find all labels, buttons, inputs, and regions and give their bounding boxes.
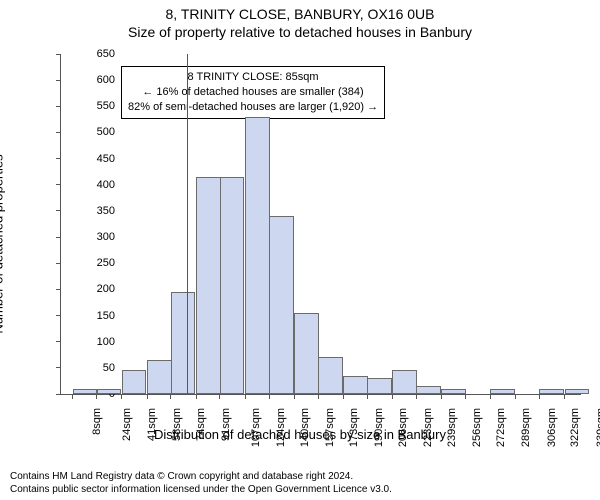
annotation-line1: 8 TRINITY CLOSE: 85sqm: [128, 70, 378, 85]
histogram-bar: [97, 389, 122, 394]
histogram-bar: [294, 313, 319, 394]
page-title-line2: Size of property relative to detached ho…: [0, 24, 600, 40]
x-tick: [269, 394, 270, 399]
y-tick-label: 650: [45, 48, 115, 60]
x-tick: [96, 394, 97, 399]
annotation-line3: 82% of semi-detached houses are larger (…: [128, 100, 378, 115]
y-tick-label: 300: [45, 231, 115, 243]
x-tick: [343, 394, 344, 399]
histogram-bar: [367, 378, 392, 394]
y-tick-label: 50: [45, 362, 115, 374]
y-tick-label: 150: [45, 310, 115, 322]
y-tick-label: 200: [45, 283, 115, 295]
y-tick-label: 500: [45, 126, 115, 138]
notice-line2: Contains public sector information licen…: [10, 484, 590, 497]
x-tick: [245, 394, 246, 399]
x-tick: [564, 394, 565, 399]
histogram-bar: [147, 360, 172, 394]
histogram-bar: [245, 117, 270, 394]
annotation-box: 8 TRINITY CLOSE: 85sqm ← 16% of detached…: [121, 66, 385, 119]
x-tick: [294, 394, 295, 399]
x-tick: [441, 394, 442, 399]
page-title-line1: 8, TRINITY CLOSE, BANBURY, OX16 0UB: [0, 6, 600, 22]
notice-line1: Contains HM Land Registry data © Crown c…: [10, 471, 590, 484]
y-axis-label: Number of detached properties: [0, 154, 6, 333]
y-tick-label: 400: [45, 179, 115, 191]
histogram-bar: [392, 370, 417, 394]
reference-line: [187, 54, 188, 394]
y-tick-label: 100: [45, 336, 115, 348]
y-tick-label: 550: [45, 100, 115, 112]
histogram-bar: [539, 389, 564, 394]
x-axis-label: Distribution of detached houses by size …: [0, 427, 600, 442]
histogram-bar: [196, 177, 221, 394]
x-tick: [539, 394, 540, 399]
x-tick: [515, 394, 516, 399]
x-tick: [72, 394, 73, 399]
y-tick-label: 250: [45, 257, 115, 269]
histogram-bar: [171, 292, 196, 394]
copyright-notice: Contains HM Land Registry data © Crown c…: [10, 471, 590, 496]
x-tick: [490, 394, 491, 399]
histogram-bar: [490, 389, 515, 394]
histogram-bar: [220, 177, 245, 394]
chart-container: Number of detached properties 8 TRINITY …: [0, 44, 600, 444]
histogram-bar: [416, 386, 441, 394]
x-tick: [147, 394, 148, 399]
x-tick: [416, 394, 417, 399]
plot-area: 8 TRINITY CLOSE: 85sqm ← 16% of detached…: [60, 54, 581, 395]
histogram-bar: [441, 389, 466, 394]
x-tick: [219, 394, 220, 399]
histogram-bar: [343, 376, 368, 394]
x-tick: [196, 394, 197, 399]
annotation-line2: ← 16% of detached houses are smaller (38…: [128, 85, 378, 100]
x-tick: [392, 394, 393, 399]
x-tick: [367, 394, 368, 399]
x-tick: [170, 394, 171, 399]
histogram-bar: [73, 389, 98, 394]
histogram-bar: [318, 357, 343, 394]
y-tick-label: 600: [45, 74, 115, 86]
y-tick-label: 450: [45, 153, 115, 165]
x-tick: [121, 394, 122, 399]
x-tick: [465, 394, 466, 399]
histogram-bar: [269, 216, 294, 394]
histogram-bar: [565, 389, 590, 394]
y-tick-label: 350: [45, 205, 115, 217]
histogram-bar: [122, 370, 147, 394]
x-tick: [318, 394, 319, 399]
